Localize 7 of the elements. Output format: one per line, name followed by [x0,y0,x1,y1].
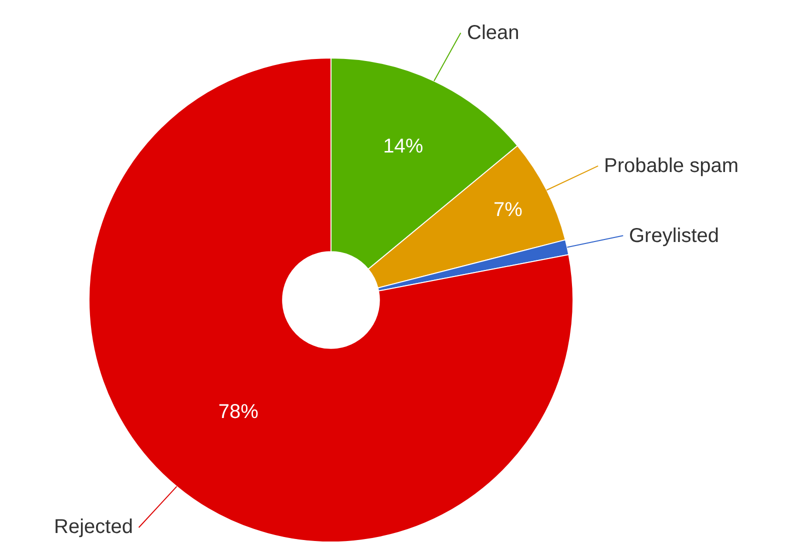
data-label: 14% [383,135,424,158]
slice-label: Clean [467,22,520,44]
slice-label: Rejected [54,516,133,538]
slice-label: Greylisted [629,225,720,247]
data-label: 7% [493,198,523,221]
slice-label: Probable spam [604,155,739,177]
data-label: 78% [218,400,259,423]
